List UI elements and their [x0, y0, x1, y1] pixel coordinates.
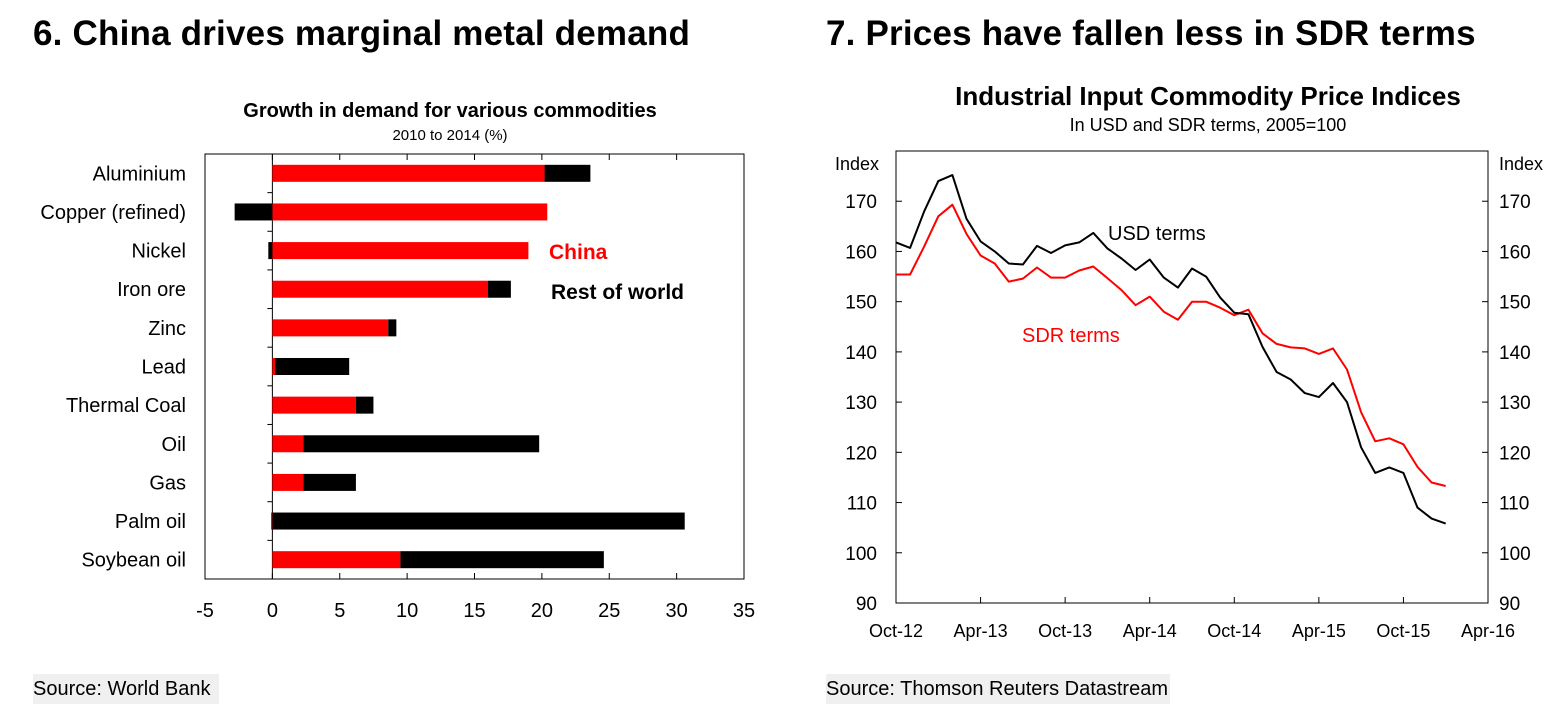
bar-chart-subtitle: 2010 to 2014 (%)	[392, 127, 507, 144]
bar-china	[272, 203, 548, 221]
x-tick-label: Apr-15	[1292, 621, 1346, 641]
bar-china	[272, 280, 488, 298]
left-panel-heading: 6. China drives marginal metal demand	[33, 14, 691, 53]
y-tick-label-right: 110	[1499, 494, 1529, 515]
annotation-sdr-terms: SDR terms	[1022, 325, 1120, 347]
annotation-usd-terms: USD terms	[1108, 223, 1206, 245]
bar-rest-of-world	[544, 164, 591, 182]
series-line-usd-terms	[895, 174, 1447, 525]
bar-rest-of-world	[303, 473, 356, 491]
y-axis-label-right: Index	[1499, 154, 1543, 174]
x-tick-label: -5	[196, 600, 214, 622]
x-tick-label: Oct-14	[1207, 621, 1261, 641]
right-source-note: Source: Thomson Reuters Datastream	[826, 674, 1170, 704]
left-chart-panel: 6. China drives marginal metal demand Gr…	[0, 0, 770, 715]
category-label: Nickel	[132, 241, 186, 263]
y-tick-label-right: 170	[1499, 192, 1531, 213]
bar-rest-of-world	[272, 512, 685, 530]
y-tick-label-right: 130	[1499, 393, 1531, 414]
bar-rest-of-world	[487, 280, 511, 298]
x-tick-label: 25	[598, 600, 620, 622]
category-label: Thermal Coal	[66, 395, 186, 417]
y-tick-label-left: 170	[845, 192, 877, 213]
x-tick-label: 10	[396, 600, 418, 622]
x-tick-label: 15	[463, 600, 485, 622]
x-tick-label: 5	[334, 600, 345, 622]
line-chart-title: Industrial Input Commodity Price Indices	[955, 81, 1461, 111]
right-chart-panel: 7. Prices have fallen less in SDR terms …	[790, 0, 1559, 715]
legend-china: China	[549, 241, 608, 264]
x-tick-label: 20	[531, 600, 553, 622]
legend-rest-of-world: Rest of world	[551, 281, 684, 304]
y-tick-label-left: 120	[845, 443, 877, 464]
bar-chart-title: Growth in demand for various commodities	[243, 100, 656, 122]
y-tick-label-left: 130	[845, 393, 877, 414]
y-tick-label-right: 100	[1499, 544, 1531, 565]
y-tick-label-left: 90	[856, 594, 877, 615]
x-tick-label: 35	[733, 600, 755, 622]
bar-rest-of-world	[388, 319, 397, 337]
x-tick-label: 0	[267, 600, 278, 622]
category-label: Aluminium	[93, 163, 186, 185]
bar-china	[272, 164, 545, 182]
bar-china	[272, 242, 529, 260]
line-plot-frame	[895, 150, 1489, 604]
x-tick-label: Apr-16	[1461, 621, 1515, 641]
line-chart: Industrial Input Commodity Price Indices…	[835, 81, 1543, 641]
bar-china	[272, 358, 276, 375]
category-label: Zinc	[148, 318, 186, 340]
y-tick-label-right: 120	[1499, 443, 1531, 464]
bar-china	[272, 319, 389, 337]
bar-rest-of-world	[275, 358, 350, 375]
left-source-note: Source: World Bank	[33, 674, 219, 704]
bar-rest-of-world	[303, 435, 540, 453]
y-tick-label-left: 110	[847, 494, 877, 515]
y-tick-label-left: 160	[845, 242, 877, 263]
line-chart-subtitle: In USD and SDR terms, 2005=100	[1070, 115, 1347, 135]
y-tick-label-left: 150	[845, 293, 877, 314]
bar-rest-of-world	[234, 203, 273, 221]
category-label: Iron ore	[117, 279, 186, 301]
category-label: Palm oil	[115, 511, 186, 533]
y-axis-label-left: Index	[835, 154, 879, 174]
category-label: Oil	[162, 434, 186, 456]
bar-china	[272, 551, 401, 569]
x-tick-label: Apr-14	[1123, 621, 1177, 641]
category-label: Lead	[142, 357, 187, 379]
bar-china	[272, 435, 304, 453]
y-tick-label-right: 160	[1499, 242, 1531, 263]
right-panel-heading: 7. Prices have fallen less in SDR terms	[826, 14, 1476, 53]
y-tick-label-left: 100	[845, 544, 877, 565]
category-label: Gas	[149, 472, 186, 494]
series-line-sdr-terms	[896, 203, 1446, 487]
y-tick-label-right: 140	[1499, 343, 1531, 364]
bar-china	[272, 396, 356, 414]
x-tick-label: Oct-13	[1038, 621, 1092, 641]
x-tick-label: 30	[666, 600, 688, 622]
category-label: Soybean oil	[81, 550, 186, 572]
bar-china	[271, 512, 273, 530]
category-label: Copper (refined)	[40, 202, 186, 224]
bar-china	[272, 473, 304, 491]
bar-chart: Growth in demand for various commodities…	[40, 100, 755, 622]
x-tick-label: Oct-15	[1376, 621, 1430, 641]
x-tick-label: Oct-12	[869, 621, 923, 641]
y-tick-label-right: 150	[1499, 293, 1531, 314]
x-tick-label: Apr-13	[954, 621, 1008, 641]
y-tick-label-left: 140	[845, 343, 877, 364]
bar-rest-of-world	[355, 396, 374, 414]
y-tick-label-right: 90	[1499, 594, 1520, 615]
bar-rest-of-world	[268, 242, 273, 260]
bar-rest-of-world	[400, 551, 604, 569]
